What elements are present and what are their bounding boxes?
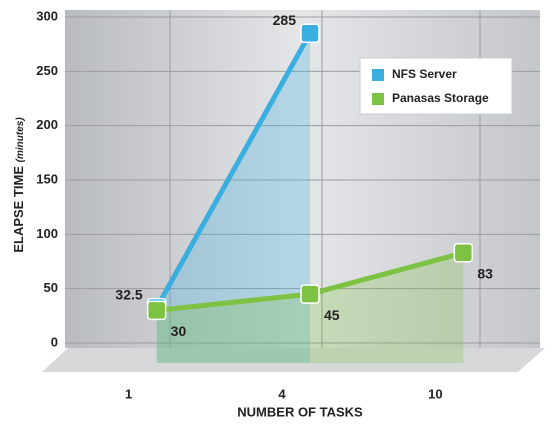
y-tick-label: 300: [36, 8, 58, 23]
x-tick-label: 1: [125, 386, 132, 401]
y-axis-label: ELAPSE TIME (minutes): [11, 117, 26, 253]
x-tick-label: 10: [428, 386, 442, 401]
legend-swatch: [372, 93, 384, 105]
y-label-unit: (minutes): [15, 117, 26, 163]
y-tick-label: 50: [44, 280, 58, 295]
area: [156, 252, 464, 363]
line: [154, 32, 313, 309]
legend-label: NFS Server: [392, 67, 457, 81]
y-tick-label: 150: [36, 171, 58, 186]
marker: [453, 243, 474, 263]
y-tick-label: 0: [51, 334, 58, 349]
floor: [42, 348, 545, 372]
y-tick-label: 250: [36, 63, 58, 78]
legend-box: [359, 57, 513, 115]
x-axis-label: NUMBER OF TASKS: [237, 404, 363, 419]
y-tick-label: 200: [36, 117, 58, 132]
legend-swatch: [372, 69, 384, 81]
value-label: 285: [273, 12, 297, 28]
legend: NFS Server Panasas Storage: [359, 57, 513, 115]
y-tick-label: 100: [36, 226, 58, 241]
marker: [146, 300, 167, 321]
value-label: 83: [477, 266, 493, 282]
y-label: ELAPSE TIME: [11, 166, 26, 253]
value-label: 32.5: [115, 286, 142, 302]
marker: [300, 23, 320, 44]
legend-label: Panasas Storage: [392, 91, 489, 105]
x-tick-label: 4: [278, 386, 286, 401]
value-label: 45: [324, 307, 340, 323]
value-label: 30: [171, 323, 187, 339]
marker: [300, 284, 320, 304]
area: [156, 33, 310, 364]
